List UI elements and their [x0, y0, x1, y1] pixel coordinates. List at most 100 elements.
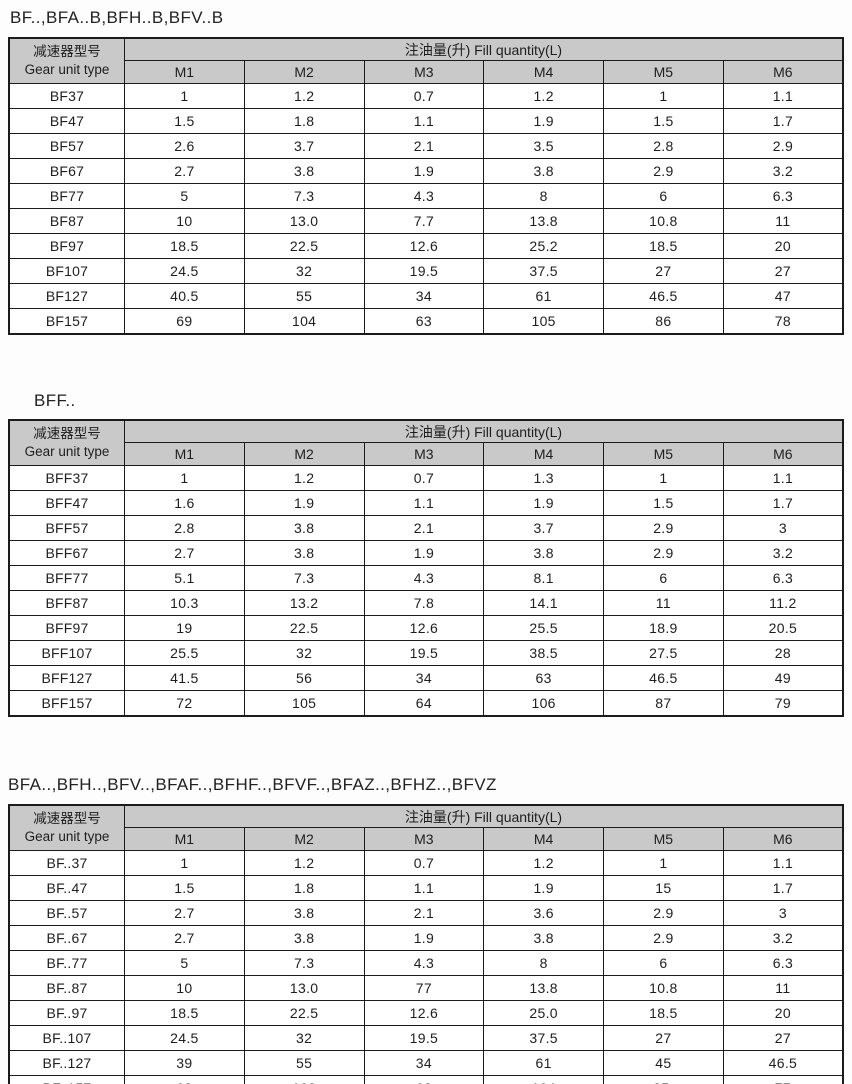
- column-header-m6: M6: [722, 60, 844, 84]
- fill-quantity-table-bff: 减速器型号 Gear unit type 注油量(升) Fill quantity(…: [8, 419, 844, 717]
- fill-quantity-cell: 32: [243, 1025, 365, 1051]
- fill-quantity-cell: 13.8: [483, 975, 604, 1001]
- fill-quantity-cell: 19.5: [363, 1025, 485, 1051]
- column-header-m1: M1: [124, 827, 245, 851]
- fill-quantity-cell: 27: [603, 258, 724, 284]
- fill-quantity-cell: 77: [363, 975, 485, 1001]
- fill-quantity-cell: 0.7: [363, 465, 485, 491]
- fill-quantity-cell: 11.2: [722, 590, 844, 616]
- column-header-m2: M2: [243, 442, 365, 466]
- fill-quantity-cell: 1.9: [363, 158, 485, 184]
- fill-quantity-cell: 25.0: [483, 1000, 604, 1026]
- gear-unit-type-cell: BF97: [8, 233, 125, 259]
- fill-quantity-cell: 46.5: [603, 665, 724, 691]
- fill-quantity-cell: 6.3: [722, 183, 844, 209]
- gear-unit-type-header-cn: 减速器型号: [33, 44, 101, 60]
- column-header-m3: M3: [363, 442, 485, 466]
- fill-quantity-cell: 103: [243, 1075, 365, 1084]
- table-row: BFF97 19 22.5 12.6 25.5 18.9 20.5: [8, 615, 844, 641]
- fill-quantity-cell: 1: [603, 465, 724, 491]
- fill-quantity-cell: 55: [243, 1050, 365, 1076]
- fill-quantity-header: 注油量(升) Fill quantity(L): [124, 419, 844, 443]
- fill-quantity-cell: 86: [603, 308, 724, 335]
- fill-quantity-cell: 2.9: [603, 515, 724, 541]
- fill-quantity-cell: 19: [124, 615, 245, 641]
- fill-quantity-cell: 2.7: [124, 540, 245, 566]
- fill-quantity-cell: 104: [243, 308, 365, 335]
- column-header-m1: M1: [124, 60, 245, 84]
- fill-quantity-cell: 10.3: [124, 590, 245, 616]
- fill-quantity-cell: 3.8: [483, 925, 604, 951]
- gear-unit-type-cell: BFF47: [8, 490, 125, 516]
- fill-quantity-cell: 19.5: [363, 258, 485, 284]
- fill-quantity-cell: 2.9: [603, 925, 724, 951]
- fill-quantity-cell: 8: [483, 950, 604, 976]
- fill-quantity-cell: 37.5: [483, 258, 604, 284]
- fill-quantity-cell: 79: [722, 690, 844, 717]
- table-row: BF87 10 13.0 7.7 13.8 10.8 11: [8, 208, 844, 234]
- fill-quantity-cell: 6: [603, 565, 724, 591]
- fill-quantity-cell: 4.3: [363, 565, 485, 591]
- fill-quantity-cell: 13.2: [243, 590, 365, 616]
- table-row: BFF157 72 105 64 106 87 79: [8, 690, 844, 717]
- fill-quantity-cell: 62: [363, 1075, 485, 1084]
- fill-quantity-cell: 27: [603, 1025, 724, 1051]
- fill-quantity-cell: 20: [722, 1000, 844, 1026]
- fill-quantity-cell: 4.3: [363, 950, 485, 976]
- fill-quantity-cell: 1.1: [363, 108, 485, 134]
- fill-quantity-cell: 1.9: [243, 490, 365, 516]
- fill-quantity-cell: 49: [722, 665, 844, 691]
- table-row: BF..127 39 55 34 61 45 46.5: [8, 1050, 844, 1076]
- gear-unit-type-cell: BF..157: [8, 1075, 125, 1084]
- table-title-bfa-bfh-bfv-series: BFA..,BFH..,BFV..,BFAF..,BFHF..,BFVF..,B…: [8, 775, 497, 794]
- fill-quantity-cell: 4.3: [363, 183, 485, 209]
- fill-quantity-cell: 39: [124, 1050, 245, 1076]
- fill-quantity-cell: 22.5: [243, 615, 365, 641]
- fill-quantity-cell: 1.9: [363, 925, 485, 951]
- fill-quantity-cell: 34: [363, 1050, 485, 1076]
- table-row: BF47 1.5 1.8 1.1 1.9 1.5 1.7: [8, 108, 844, 134]
- fill-quantity-cell: 7.3: [243, 950, 365, 976]
- fill-quantity-cell: 2.7: [124, 925, 245, 951]
- fill-quantity-cell: 1.1: [363, 875, 485, 901]
- gear-unit-type-cell: BF157: [8, 308, 125, 335]
- fill-quantity-cell: 24.5: [124, 1025, 245, 1051]
- fill-quantity-cell: 6: [603, 950, 724, 976]
- fill-quantity-cell: 25.5: [483, 615, 604, 641]
- fill-quantity-cell: 1: [603, 83, 724, 109]
- fill-quantity-cell: 1: [124, 465, 245, 491]
- fill-quantity-cell: 2.1: [363, 133, 485, 159]
- fill-quantity-cell: 20.5: [722, 615, 844, 641]
- table-row: BF57 2.6 3.7 2.1 3.5 2.8 2.9: [8, 133, 844, 159]
- fill-quantity-cell: 18.5: [124, 1000, 245, 1026]
- fill-quantity-cell: 63: [363, 308, 485, 335]
- fill-quantity-cell: 78: [722, 308, 844, 335]
- gear-unit-type-cell: BF127: [8, 283, 125, 309]
- fill-quantity-cell: 10: [124, 975, 245, 1001]
- fill-quantity-cell: 104: [483, 1075, 604, 1084]
- header-row-2: M1 M2 M3 M4 M5 M6: [9, 827, 844, 851]
- fill-quantity-cell: 1.1: [363, 490, 485, 516]
- fill-quantity-cell: 40.5: [124, 283, 245, 309]
- fill-quantity-cell: 7.3: [243, 565, 365, 591]
- table-row: BF..107 24.5 32 19.5 37.5 27 27: [8, 1025, 844, 1051]
- gear-unit-type-cell: BF..57: [8, 900, 125, 926]
- gear-unit-type-header: 减速器型号 Gear unit type: [8, 804, 125, 851]
- gear-unit-type-cell: BF107: [8, 258, 125, 284]
- fill-quantity-cell: 1.2: [483, 83, 604, 109]
- fill-quantity-cell: 5.1: [124, 565, 245, 591]
- fill-quantity-table-bfa-variants: 减速器型号 Gear unit type 注油量(升) Fill quantity(…: [8, 804, 844, 1084]
- fill-quantity-cell: 3.8: [483, 540, 604, 566]
- fill-quantity-cell: 2.8: [603, 133, 724, 159]
- fill-quantity-cell: 1.1: [722, 83, 844, 109]
- gear-unit-type-cell: BFF107: [8, 640, 125, 666]
- fill-quantity-cell: 0.7: [363, 850, 485, 876]
- fill-quantity-cell: 1: [603, 850, 724, 876]
- fill-quantity-cell: 3.8: [243, 158, 365, 184]
- table-row: BF37 1 1.2 0.7 1.2 1 1.1: [8, 83, 844, 109]
- table-row: BFF47 1.6 1.9 1.1 1.9 1.5 1.7: [8, 490, 844, 516]
- fill-quantity-cell: 1.7: [722, 108, 844, 134]
- gear-unit-type-cell: BF..107: [8, 1025, 125, 1051]
- fill-quantity-cell: 2.9: [603, 900, 724, 926]
- fill-quantity-cell: 18.5: [603, 233, 724, 259]
